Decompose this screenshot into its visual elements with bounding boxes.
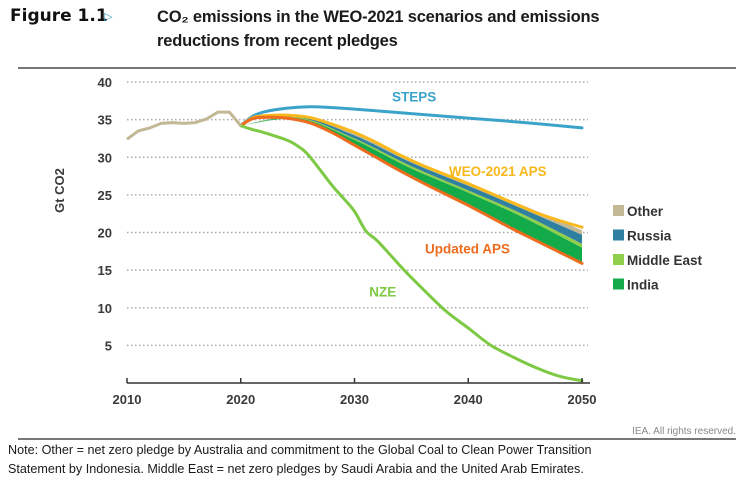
top-divider [18,67,736,69]
y-tick-label-40: 40 [98,75,112,90]
figure-title-line-1: CO₂ emissions in the WEO-2021 scenarios … [157,8,600,26]
line-nze [239,124,584,383]
series-label-updated-aps: Updated APS [425,242,510,257]
line-updated-aps [239,115,584,265]
y-tick-label-20: 20 [98,226,112,241]
legend-label-russia: Russia [627,229,672,244]
x-tick-label-2030: 2030 [340,392,369,407]
legend-swatch-other [613,205,624,216]
x-tick-label-2040: 2040 [454,392,483,407]
legend-label-india: India [627,278,659,293]
copyright-text: IEA. All rights reserved. [632,426,736,437]
note-line-2: Statement by Indonesia. Middle East = ne… [8,462,584,476]
line-weo-2021-aps [239,113,584,229]
y-tick-label-5: 5 [105,338,112,353]
figure-label: Figure 1.1 [10,6,108,26]
line-steps [239,105,584,130]
figure-title: CO₂ emissions in the WEO-2021 scenarios … [157,5,717,53]
y-tick-label-15: 15 [98,263,112,278]
legend-swatch-russia [613,229,624,241]
legend-label-middle-east: Middle East [627,253,703,268]
legend-swatch-middle-east [613,254,624,265]
triangle-right-icon: ▷ [104,11,113,23]
figure-note: Note: Other = net zero pledge by Austral… [8,441,752,479]
y-tick-label-10: 10 [98,301,112,316]
legend-label-other: Other [627,204,664,219]
y-axis-label: Gt CO2 [52,168,67,213]
figure-title-line-2: reductions from recent pledges [157,32,398,50]
x-tick-label-2010: 2010 [113,392,142,407]
legend-swatch-india [613,278,624,290]
y-tick-label-35: 35 [98,113,112,128]
area-india [240,117,583,264]
y-tick-label-25: 25 [98,188,112,203]
x-tick-label-2020: 2020 [226,392,255,407]
series-label-weo-2021-aps: WEO-2021 APS [449,164,547,179]
note-line-1: Note: Other = net zero pledge by Austral… [8,443,592,457]
x-tick-label-2050: 2050 [568,392,597,407]
line-historical [126,110,242,141]
series-label-steps: STEPS [392,90,436,105]
series-label-nze: NZE [369,284,396,299]
bottom-divider [18,438,736,440]
y-tick-label-30: 30 [98,150,112,165]
